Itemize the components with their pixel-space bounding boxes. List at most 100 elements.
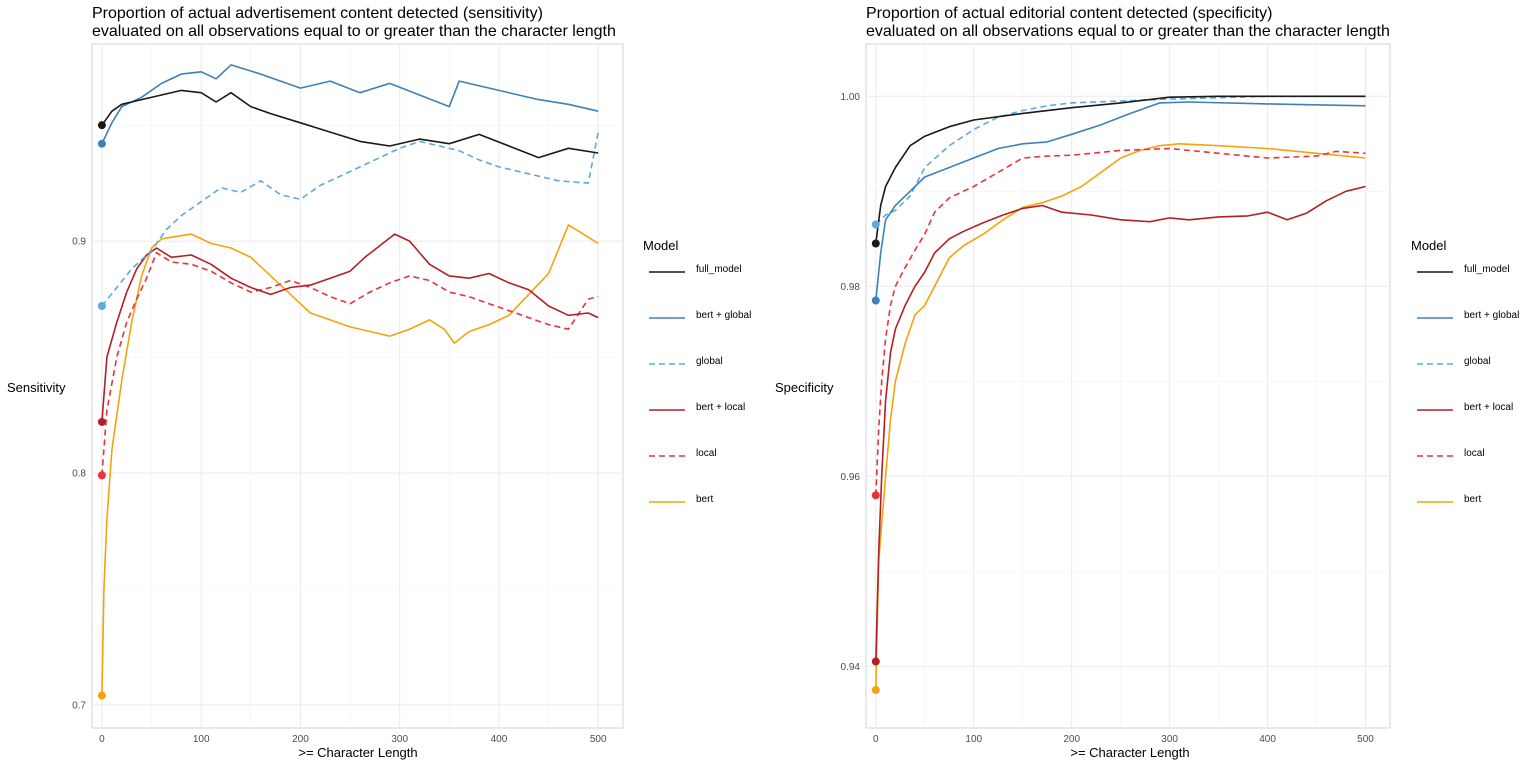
specificity-chart-title: Proportion of actual editorial content d… xyxy=(866,5,1390,41)
start-point-global xyxy=(871,220,880,229)
start-points xyxy=(871,220,880,694)
x-tick-label: 100 xyxy=(965,734,982,745)
y-tick-label: 0.96 xyxy=(841,472,861,483)
start-points xyxy=(97,121,106,700)
x-tick-label: 300 xyxy=(1161,734,1178,745)
series-line-local xyxy=(875,147,1366,496)
series-line-bert xyxy=(101,224,599,696)
series-line-local xyxy=(101,251,599,476)
x-tick-label: 0 xyxy=(99,734,105,745)
sensitivity-chart-panel: Proportion of actual advertisement conte… xyxy=(7,5,768,760)
legend-item: bert + global xyxy=(1411,302,1536,348)
x-tick-label: 200 xyxy=(292,734,309,745)
legend-label: bert + global xyxy=(1464,310,1520,321)
y-tick-label: 1.00 xyxy=(841,92,861,103)
specificity-x-axis-label: >= Character Length xyxy=(1070,745,1190,760)
legend-label: full_model xyxy=(696,264,742,275)
legend-label: local xyxy=(696,448,717,459)
series-line-full-model xyxy=(101,89,599,159)
sensitivity-x-axis-label: >= Character Length xyxy=(298,745,418,760)
series-line-bert-local xyxy=(101,233,599,422)
start-point-bert xyxy=(97,691,106,700)
y-tick-label: 0.94 xyxy=(841,662,861,673)
legend-label: local xyxy=(1464,448,1485,459)
x-tick-label: 100 xyxy=(193,734,210,745)
start-point-full-model xyxy=(97,121,106,130)
x-tick-label: 500 xyxy=(590,734,607,745)
series-line-full-model xyxy=(875,95,1366,244)
x-tick-label: 200 xyxy=(1063,734,1080,745)
sensitivity-chart-title: Proportion of actual advertisement conte… xyxy=(92,5,616,41)
legend-item: bert xyxy=(1411,486,1536,532)
y-tick-label: 0.98 xyxy=(841,282,861,293)
series-line-bert-global xyxy=(875,101,1366,301)
x-tick-label: 0 xyxy=(873,734,879,745)
legend-label: bert + local xyxy=(1464,402,1514,413)
legend-label: bert + local xyxy=(696,402,746,413)
legend-item: bert + local xyxy=(643,394,768,440)
legend-key-line xyxy=(649,363,685,365)
y-tick-label: 0.7 xyxy=(72,700,86,711)
legend-label: bert xyxy=(1464,494,1482,505)
series-line-bert-global xyxy=(101,64,599,145)
series-line-bert xyxy=(875,143,1366,691)
series-line-bert-local xyxy=(875,185,1366,662)
grid xyxy=(92,44,623,728)
legend-item: full_model xyxy=(643,256,768,302)
legend-key-line xyxy=(1417,271,1453,273)
start-point-local xyxy=(871,491,880,500)
start-point-bert-local xyxy=(871,657,880,666)
legend-label: bert xyxy=(696,494,714,505)
grid xyxy=(866,44,1390,728)
legend-item: local xyxy=(1411,440,1536,486)
specificity-plot: 0 100 200 300 400 500 0.94 0.96 0.98 1.00 xyxy=(841,43,1391,745)
legend-item: global xyxy=(1411,348,1536,394)
specificity-title-line2: evaluated on all observations equal to o… xyxy=(866,23,1390,40)
legend-title: Model xyxy=(643,238,679,253)
start-point-bert-local xyxy=(97,417,106,426)
legend-key-line xyxy=(1417,317,1453,319)
specificity-y-axis-label: Specificity xyxy=(775,380,834,395)
legend-item: bert xyxy=(643,486,768,532)
specificity-title-line1: Proportion of actual editorial content d… xyxy=(866,5,1273,22)
x-tick-label: 400 xyxy=(491,734,508,745)
legend-item: full_model xyxy=(1411,256,1536,302)
sensitivity-y-axis-label: Sensitivity xyxy=(7,380,66,395)
start-point-bert xyxy=(871,686,880,694)
legend-item: global xyxy=(643,348,768,394)
legend-item: bert + global xyxy=(643,302,768,348)
start-point-full-model xyxy=(871,239,880,248)
legend-title: Model xyxy=(1411,238,1447,253)
legend-label: bert + global xyxy=(696,310,752,321)
legend-label: global xyxy=(1464,356,1491,367)
legend-key-line xyxy=(649,317,685,319)
start-point-bert-global xyxy=(97,139,106,148)
legend-key-line xyxy=(649,501,685,503)
sensitivity-title-line1: Proportion of actual advertisement conte… xyxy=(92,5,543,22)
start-point-bert-global xyxy=(871,296,880,305)
plot-border xyxy=(865,43,1391,729)
sensitivity-plot: 0 100 200 300 400 500 0.7 0.8 0.9 xyxy=(72,43,624,745)
legend-key-line xyxy=(1417,455,1453,457)
x-tick-label: 300 xyxy=(391,734,408,745)
start-point-global xyxy=(97,302,106,311)
series-line-global xyxy=(101,131,599,307)
y-tick-label: 0.8 xyxy=(72,468,86,479)
y-tick-label: 0.9 xyxy=(72,237,86,248)
legend-key-line xyxy=(649,455,685,457)
series-lines xyxy=(875,95,1366,691)
legend-label: global xyxy=(696,356,723,367)
legend-key-line xyxy=(1417,363,1453,365)
legend-item: local xyxy=(643,440,768,486)
x-tick-label: 500 xyxy=(1357,734,1374,745)
plot-border xyxy=(91,43,624,729)
legend-key-line xyxy=(649,271,685,273)
start-point-local xyxy=(97,471,106,480)
legend-item: bert + local xyxy=(1411,394,1536,440)
legend-key-line xyxy=(1417,501,1453,503)
series-lines xyxy=(101,64,599,696)
legend-key-line xyxy=(1417,409,1453,411)
x-tick-label: 400 xyxy=(1259,734,1276,745)
